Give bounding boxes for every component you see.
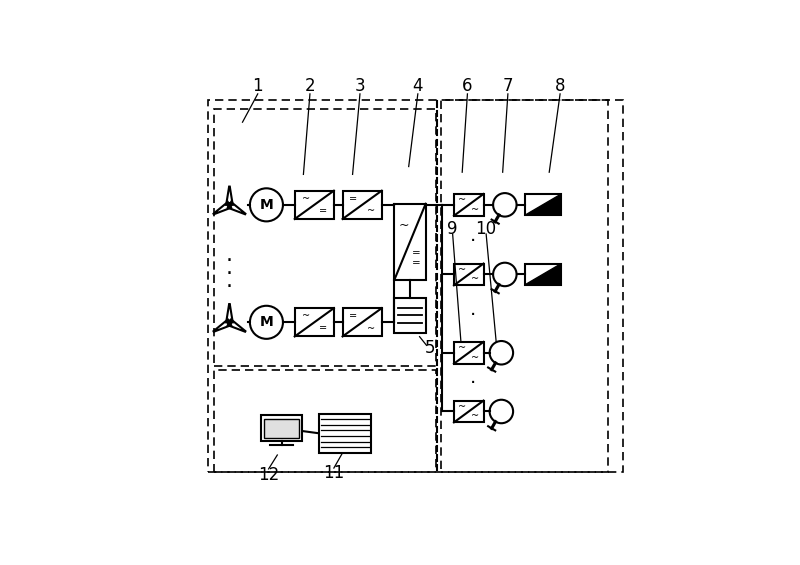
Text: =: = (412, 248, 421, 258)
Text: .: . (226, 245, 233, 265)
Bar (394, 298, 426, 333)
Text: 7: 7 (502, 77, 513, 95)
Circle shape (493, 193, 517, 216)
Text: ~: ~ (366, 206, 375, 216)
Bar (214, 370, 436, 472)
Text: 5: 5 (424, 340, 435, 358)
Bar (394, 204, 426, 280)
Bar (264, 419, 299, 438)
Text: M: M (259, 315, 274, 329)
Text: ~: ~ (458, 343, 466, 353)
Text: ~: ~ (366, 324, 375, 333)
Text: ~: ~ (471, 205, 479, 215)
Bar (454, 194, 483, 216)
Text: 2: 2 (305, 77, 315, 95)
Text: =: = (319, 206, 327, 216)
Text: =: = (319, 324, 327, 333)
Text: .: . (226, 258, 233, 278)
Circle shape (493, 263, 517, 286)
Text: =: = (350, 311, 358, 321)
Bar (294, 308, 334, 336)
Text: 8: 8 (555, 77, 566, 95)
Text: 4: 4 (413, 77, 423, 95)
Bar (454, 342, 483, 364)
Text: =: = (350, 194, 358, 203)
Text: 10: 10 (475, 220, 497, 238)
Text: 6: 6 (462, 77, 473, 95)
Bar (454, 263, 483, 285)
Bar (342, 308, 382, 336)
Circle shape (250, 306, 283, 339)
Text: ~: ~ (302, 311, 310, 321)
Text: M: M (259, 198, 274, 212)
Polygon shape (525, 194, 561, 215)
Text: ~: ~ (398, 219, 409, 232)
Text: 1: 1 (253, 77, 263, 95)
Text: ~: ~ (471, 274, 479, 284)
Bar (261, 415, 302, 441)
Text: 3: 3 (354, 77, 366, 95)
Bar (442, 101, 607, 472)
Bar (318, 414, 371, 453)
Bar (525, 194, 561, 215)
Text: .: . (470, 368, 476, 387)
Text: ~: ~ (458, 195, 466, 205)
Text: 9: 9 (447, 220, 458, 238)
Bar (208, 101, 623, 472)
Bar (342, 191, 382, 219)
Text: ~: ~ (471, 411, 479, 421)
Text: ~: ~ (458, 264, 466, 275)
Text: =: = (412, 258, 421, 268)
Bar (294, 191, 334, 219)
Text: ~: ~ (458, 402, 466, 412)
Text: .: . (470, 226, 476, 245)
Circle shape (490, 400, 513, 423)
Bar (525, 264, 561, 285)
Circle shape (227, 320, 232, 324)
Circle shape (227, 203, 232, 207)
Text: ~: ~ (302, 194, 310, 203)
Circle shape (490, 341, 513, 364)
Circle shape (250, 188, 283, 221)
Bar (214, 109, 436, 366)
Bar (454, 401, 483, 423)
Text: 12: 12 (258, 466, 279, 484)
Polygon shape (525, 264, 561, 285)
Text: .: . (470, 300, 476, 319)
Text: .: . (226, 271, 233, 291)
Text: 11: 11 (323, 464, 345, 483)
Text: ~: ~ (471, 353, 479, 363)
